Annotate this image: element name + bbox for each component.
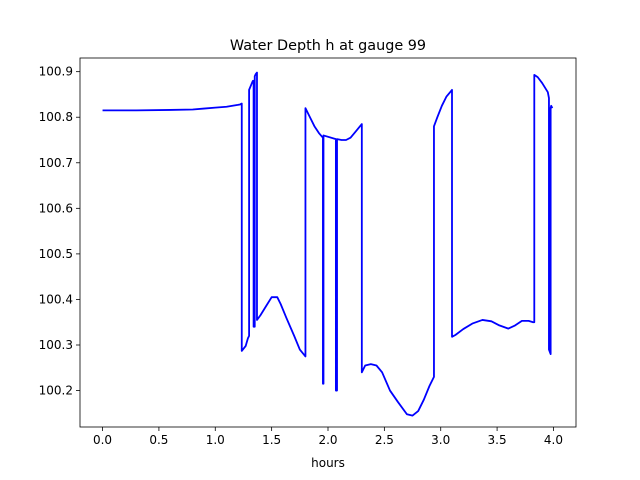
chart-title: Water Depth h at gauge 99	[230, 38, 426, 54]
plot-area	[79, 57, 577, 428]
x-tick-label: 3.5	[488, 433, 507, 447]
x-tick-label: 3.0	[431, 433, 450, 447]
axes-frame	[79, 57, 577, 428]
y-tick-label: 100.3	[39, 338, 73, 352]
x-tick-label: 2.0	[318, 433, 337, 447]
y-tick-label: 100.9	[39, 65, 73, 79]
x-tick-label: 2.5	[375, 433, 394, 447]
x-tick-label: 0.0	[93, 433, 112, 447]
y-axis: 100.2 100.3 100.4 100.5 100.6 100.7 100.8 100.9	[39, 65, 80, 398]
y-tick-label: 100.4	[39, 292, 73, 306]
y-tick-label: 100.7	[39, 156, 73, 170]
y-tick-label: 100.8	[39, 110, 73, 124]
y-tick-label: 100.5	[39, 247, 73, 261]
x-tick-label: 0.5	[149, 433, 168, 447]
x-tick-label: 1.0	[206, 433, 225, 447]
y-tick-label: 100.2	[39, 384, 73, 398]
series-line-0	[102, 71, 554, 417]
y-tick-label: 100.6	[39, 201, 73, 215]
x-axis-label: hours	[311, 456, 345, 470]
x-tick-label: 4.0	[544, 433, 563, 447]
x-tick-label: 1.5	[262, 433, 281, 447]
x-axis: 0.0 0.5 1.0 1.5 2.0 2.5 3.0 3.5 4.0	[93, 427, 563, 447]
